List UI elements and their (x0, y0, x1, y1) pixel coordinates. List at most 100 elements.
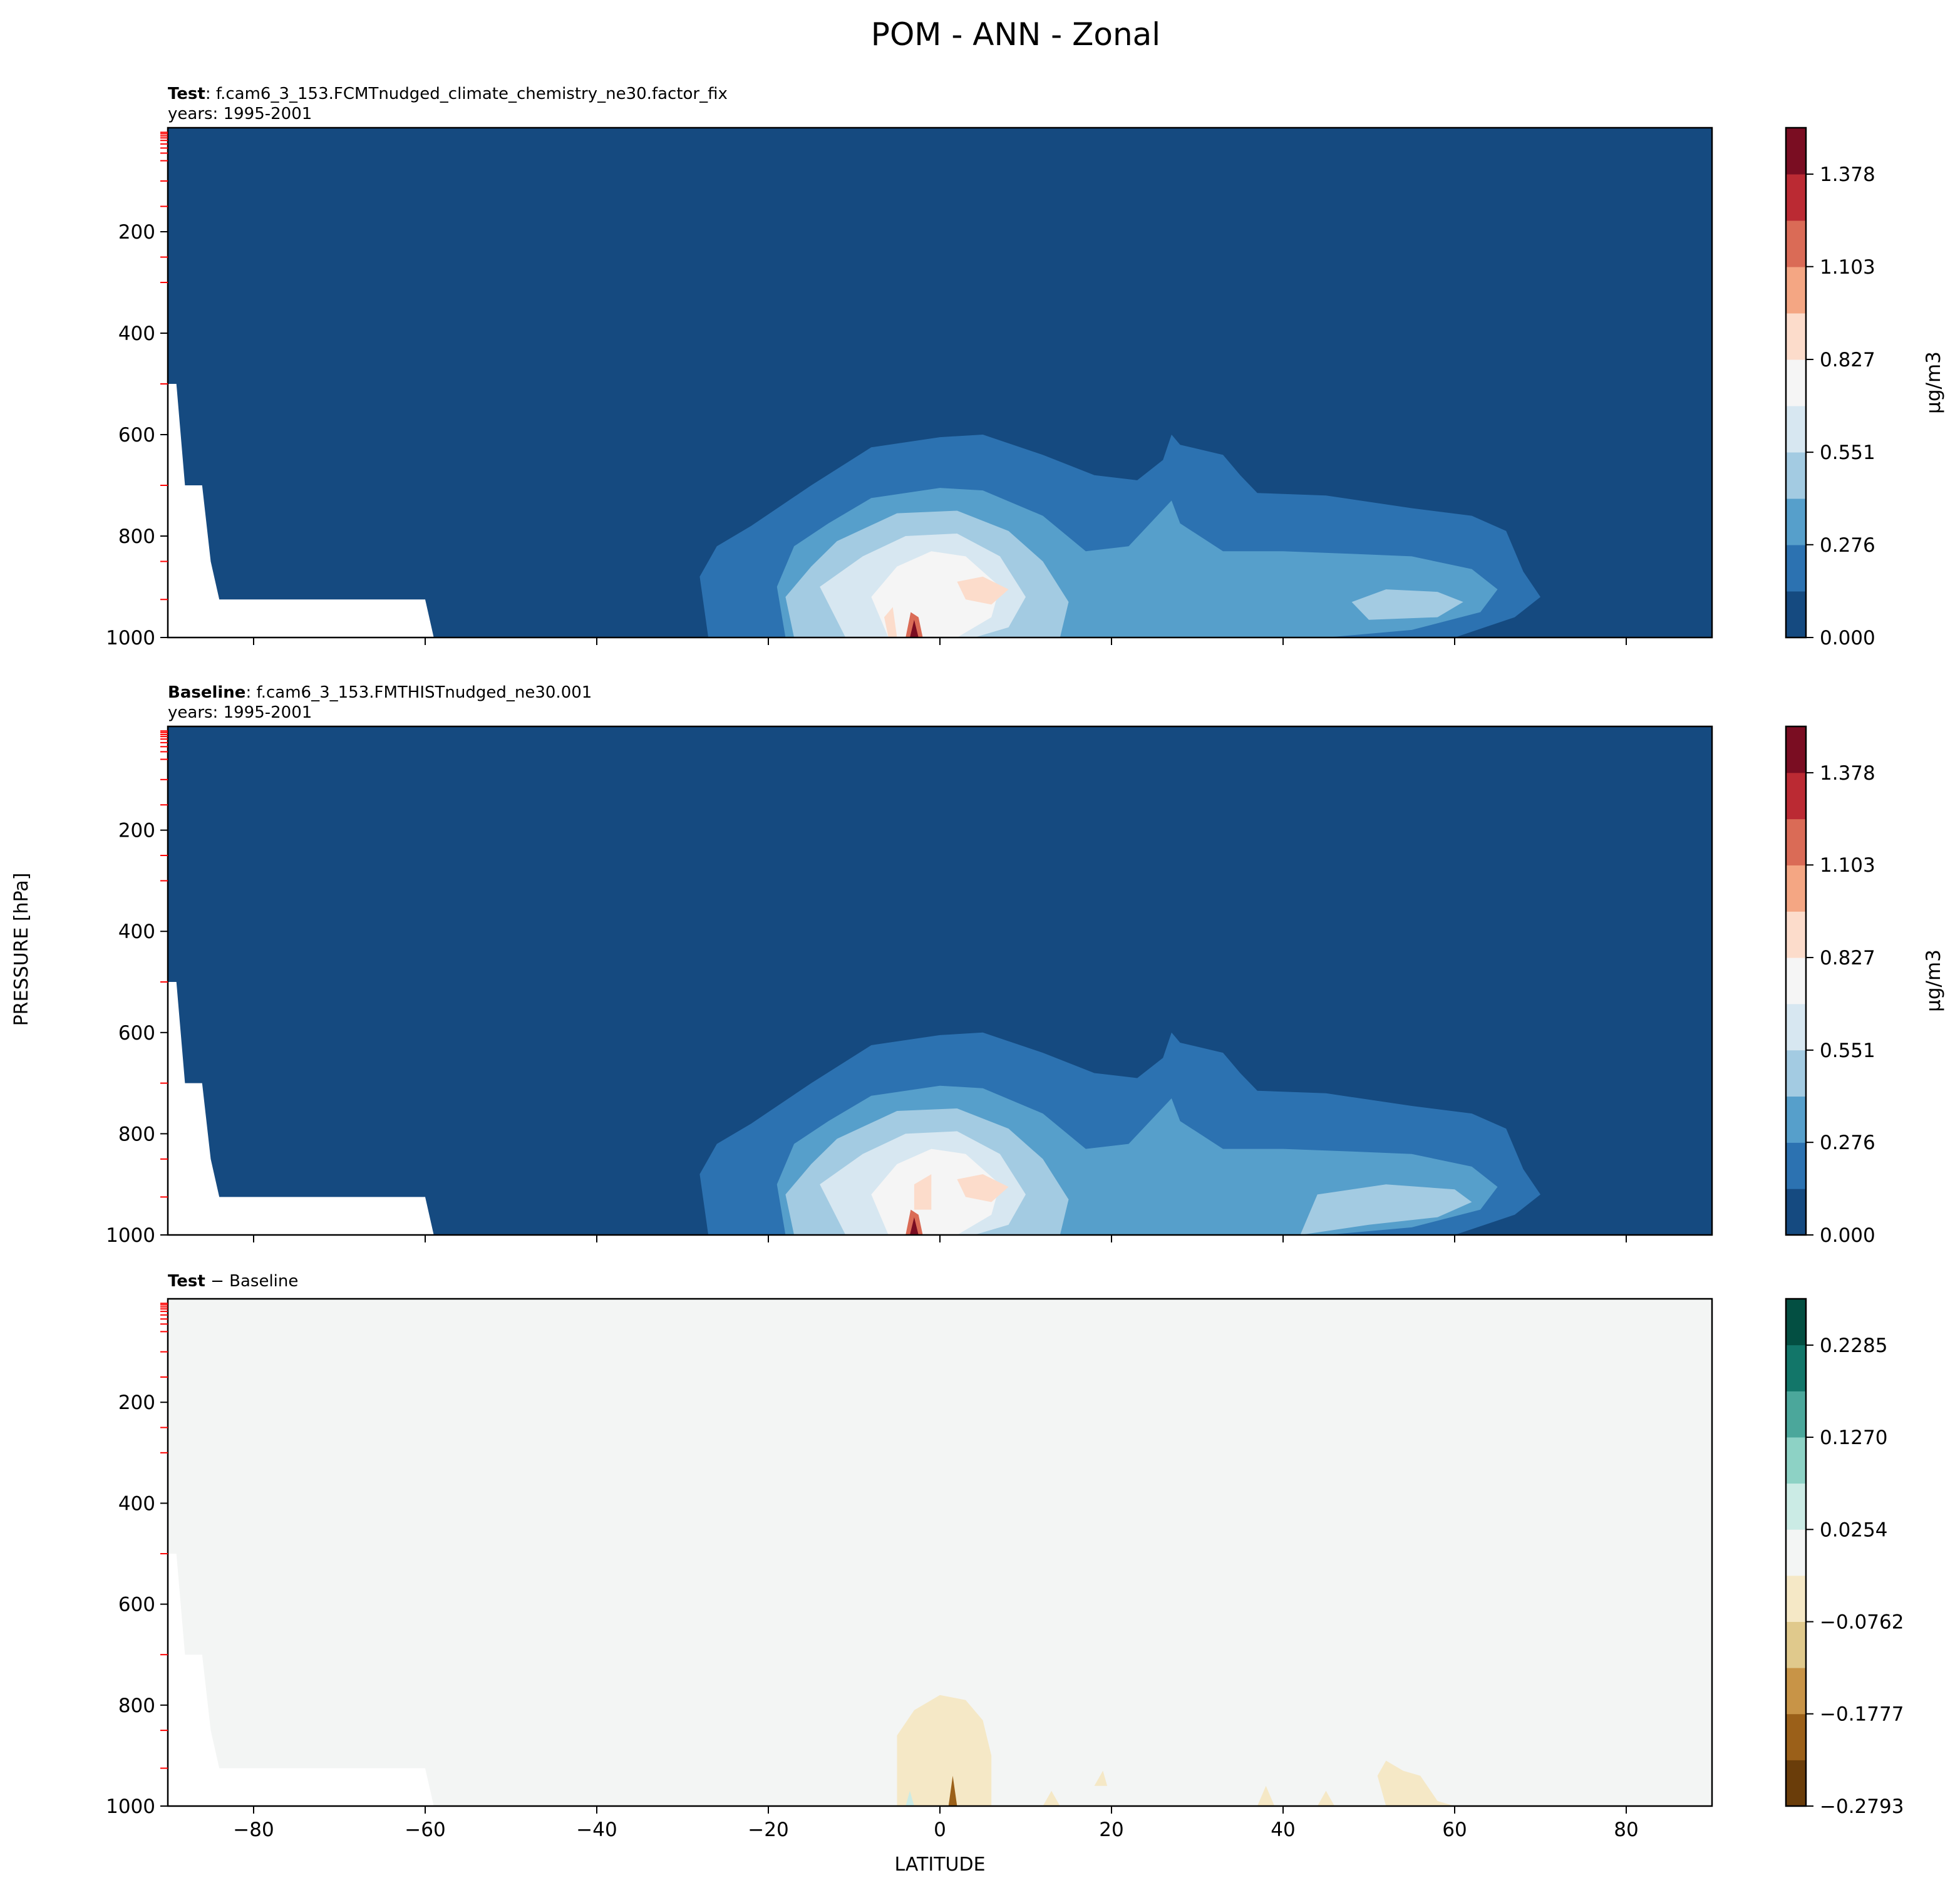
panel-subtitle: years: 1995-2001 (168, 105, 312, 123)
colorbar-tick-label: 1.103 (1820, 854, 1875, 877)
y-tick-label: 800 (118, 1695, 155, 1717)
contour-fill-level-4 (1257, 1785, 1275, 1806)
contour-fill-level-4 (1377, 1760, 1455, 1806)
x-tick-label: −80 (233, 1819, 274, 1841)
panel-0: Test: f.cam6_3_153.FCMTnudged_climate_ch… (106, 85, 1945, 649)
y-tick-label: 400 (118, 323, 155, 345)
colorbar-frame (1785, 1298, 1807, 1807)
colorbar-bin (1786, 726, 1806, 773)
panel-title-bold: Test (168, 85, 205, 103)
contour-fill-level-1 (948, 1775, 957, 1806)
colorbar-tick-label: −0.2793 (1820, 1795, 1904, 1818)
colorbar-bin (1786, 1621, 1806, 1668)
panel-1: Baseline: f.cam6_3_153.FMTHISTnudged_ne3… (106, 683, 1945, 1247)
colorbar-tick-label: 1.378 (1820, 762, 1875, 785)
contour-fill-level-6 (884, 607, 897, 638)
colorbar-bin (1786, 1003, 1806, 1051)
colorbar-tick-label: −0.0762 (1820, 1611, 1904, 1634)
x-tick-label: −60 (405, 1819, 445, 1841)
colorbar-bin (1786, 772, 1806, 820)
contour-fill-level-5 (871, 551, 1000, 638)
colorbar-tick-label: −0.1777 (1820, 1703, 1904, 1726)
colorbar-label: μg/m3 (1922, 949, 1945, 1012)
colorbar-bin (1786, 128, 1806, 175)
contour-fill-level-3 (1351, 589, 1463, 620)
colorbar-bin (1786, 1437, 1806, 1484)
colorbar-tick-label: 1.378 (1820, 163, 1875, 186)
colorbar-bin (1786, 1299, 1806, 1346)
contour-fill-level-6 (957, 576, 1009, 605)
contour-fill-level-6 (914, 1174, 932, 1210)
colorbar-bin (1786, 958, 1806, 1004)
colorbar-bin (1786, 1760, 1806, 1807)
y-axis-label: PRESSURE [hPa] (11, 873, 33, 1026)
x-tick-label: −40 (576, 1819, 617, 1841)
colorbar-bin (1786, 1096, 1806, 1143)
colorbar-bin (1786, 1668, 1806, 1715)
colorbar-bin (1786, 1575, 1806, 1622)
y-tick-label: 400 (118, 1492, 155, 1515)
colorbar-bin (1786, 406, 1806, 453)
contour-fill-level-4 (1094, 1770, 1108, 1786)
y-tick-label: 200 (118, 820, 155, 842)
y-tick-label: 800 (118, 1123, 155, 1145)
colorbar-tick-label: 0.276 (1820, 534, 1875, 557)
missing-data-region (168, 982, 434, 1235)
contours (168, 1554, 1455, 1806)
y-tick-label: 200 (118, 221, 155, 244)
panel-title: Test − Baseline (168, 1272, 298, 1291)
colorbar-frame (1785, 725, 1807, 1236)
colorbar-tick-label: 0.0254 (1820, 1519, 1887, 1541)
colorbar-bin (1786, 498, 1806, 545)
missing-data-region (168, 384, 434, 638)
colorbar-bin (1786, 865, 1806, 912)
colorbar-bin (1786, 1050, 1806, 1097)
colorbar-bin (1786, 220, 1806, 267)
x-tick-label: 0 (934, 1819, 946, 1841)
y-tick-label: 1000 (106, 1224, 155, 1247)
x-tick-label: 40 (1271, 1819, 1295, 1841)
colorbar-bin (1786, 1345, 1806, 1391)
colorbar-bin (1786, 174, 1806, 221)
panel-title-bold: Test (168, 1272, 205, 1291)
contour-fill-level-6 (905, 1790, 914, 1806)
colorbar-bin (1786, 267, 1806, 314)
panel-title-case: − Baseline (205, 1272, 299, 1291)
x-tick-label: 20 (1099, 1819, 1123, 1841)
colorbar-bin (1786, 1189, 1806, 1236)
colorbar-tick-label: 1.103 (1820, 256, 1875, 279)
colorbar-bin (1786, 911, 1806, 958)
colorbar-bin (1786, 1529, 1806, 1576)
colorbar-bin (1786, 818, 1806, 865)
suptitle: POM - ANN - Zonal (871, 16, 1160, 53)
colorbar-bin (1786, 313, 1806, 360)
x-tick-label: −20 (748, 1819, 788, 1841)
colorbar-tick-label: 0.000 (1820, 627, 1875, 649)
colorbar-tick-label: 0.1270 (1820, 1427, 1887, 1449)
colorbar-frame (1785, 126, 1807, 639)
colorbar-bin (1786, 1713, 1806, 1760)
colorbar-label: μg/m3 (1922, 351, 1945, 414)
colorbar-tick-label: 0.276 (1820, 1132, 1875, 1154)
contour-fill-level-4 (897, 1695, 992, 1806)
y-tick-label: 600 (118, 1022, 155, 1045)
panel-title-bold: Baseline (168, 683, 245, 702)
colorbar-tick-label: 0.2285 (1820, 1335, 1887, 1357)
colorbar-bin (1786, 1391, 1806, 1438)
colorbar-tick-label: 0.827 (1820, 947, 1875, 969)
contour-fill-level-6 (957, 1174, 1009, 1202)
panel-title: Test: f.cam6_3_153.FCMTnudged_climate_ch… (168, 85, 728, 103)
contour-fill-level-10 (910, 619, 919, 638)
panel-title-case: : f.cam6_3_153.FCMTnudged_climate_chemis… (205, 85, 728, 103)
contour-fill-level-3 (1300, 1184, 1472, 1235)
y-tick-label: 1000 (106, 1795, 155, 1818)
colorbar-bin (1786, 545, 1806, 592)
x-tick-label: 80 (1614, 1819, 1638, 1841)
y-tick-label: 800 (118, 525, 155, 548)
panel-subtitle: years: 1995-2001 (168, 703, 312, 722)
panel-title: Baseline: f.cam6_3_153.FMTHISTnudged_ne3… (168, 683, 592, 702)
missing-data-region (168, 1554, 434, 1806)
panel-title-case: : f.cam6_3_153.FMTHISTnudged_ne30.001 (245, 683, 592, 702)
y-tick-label: 200 (118, 1391, 155, 1414)
colorbar-bin (1786, 1483, 1806, 1530)
